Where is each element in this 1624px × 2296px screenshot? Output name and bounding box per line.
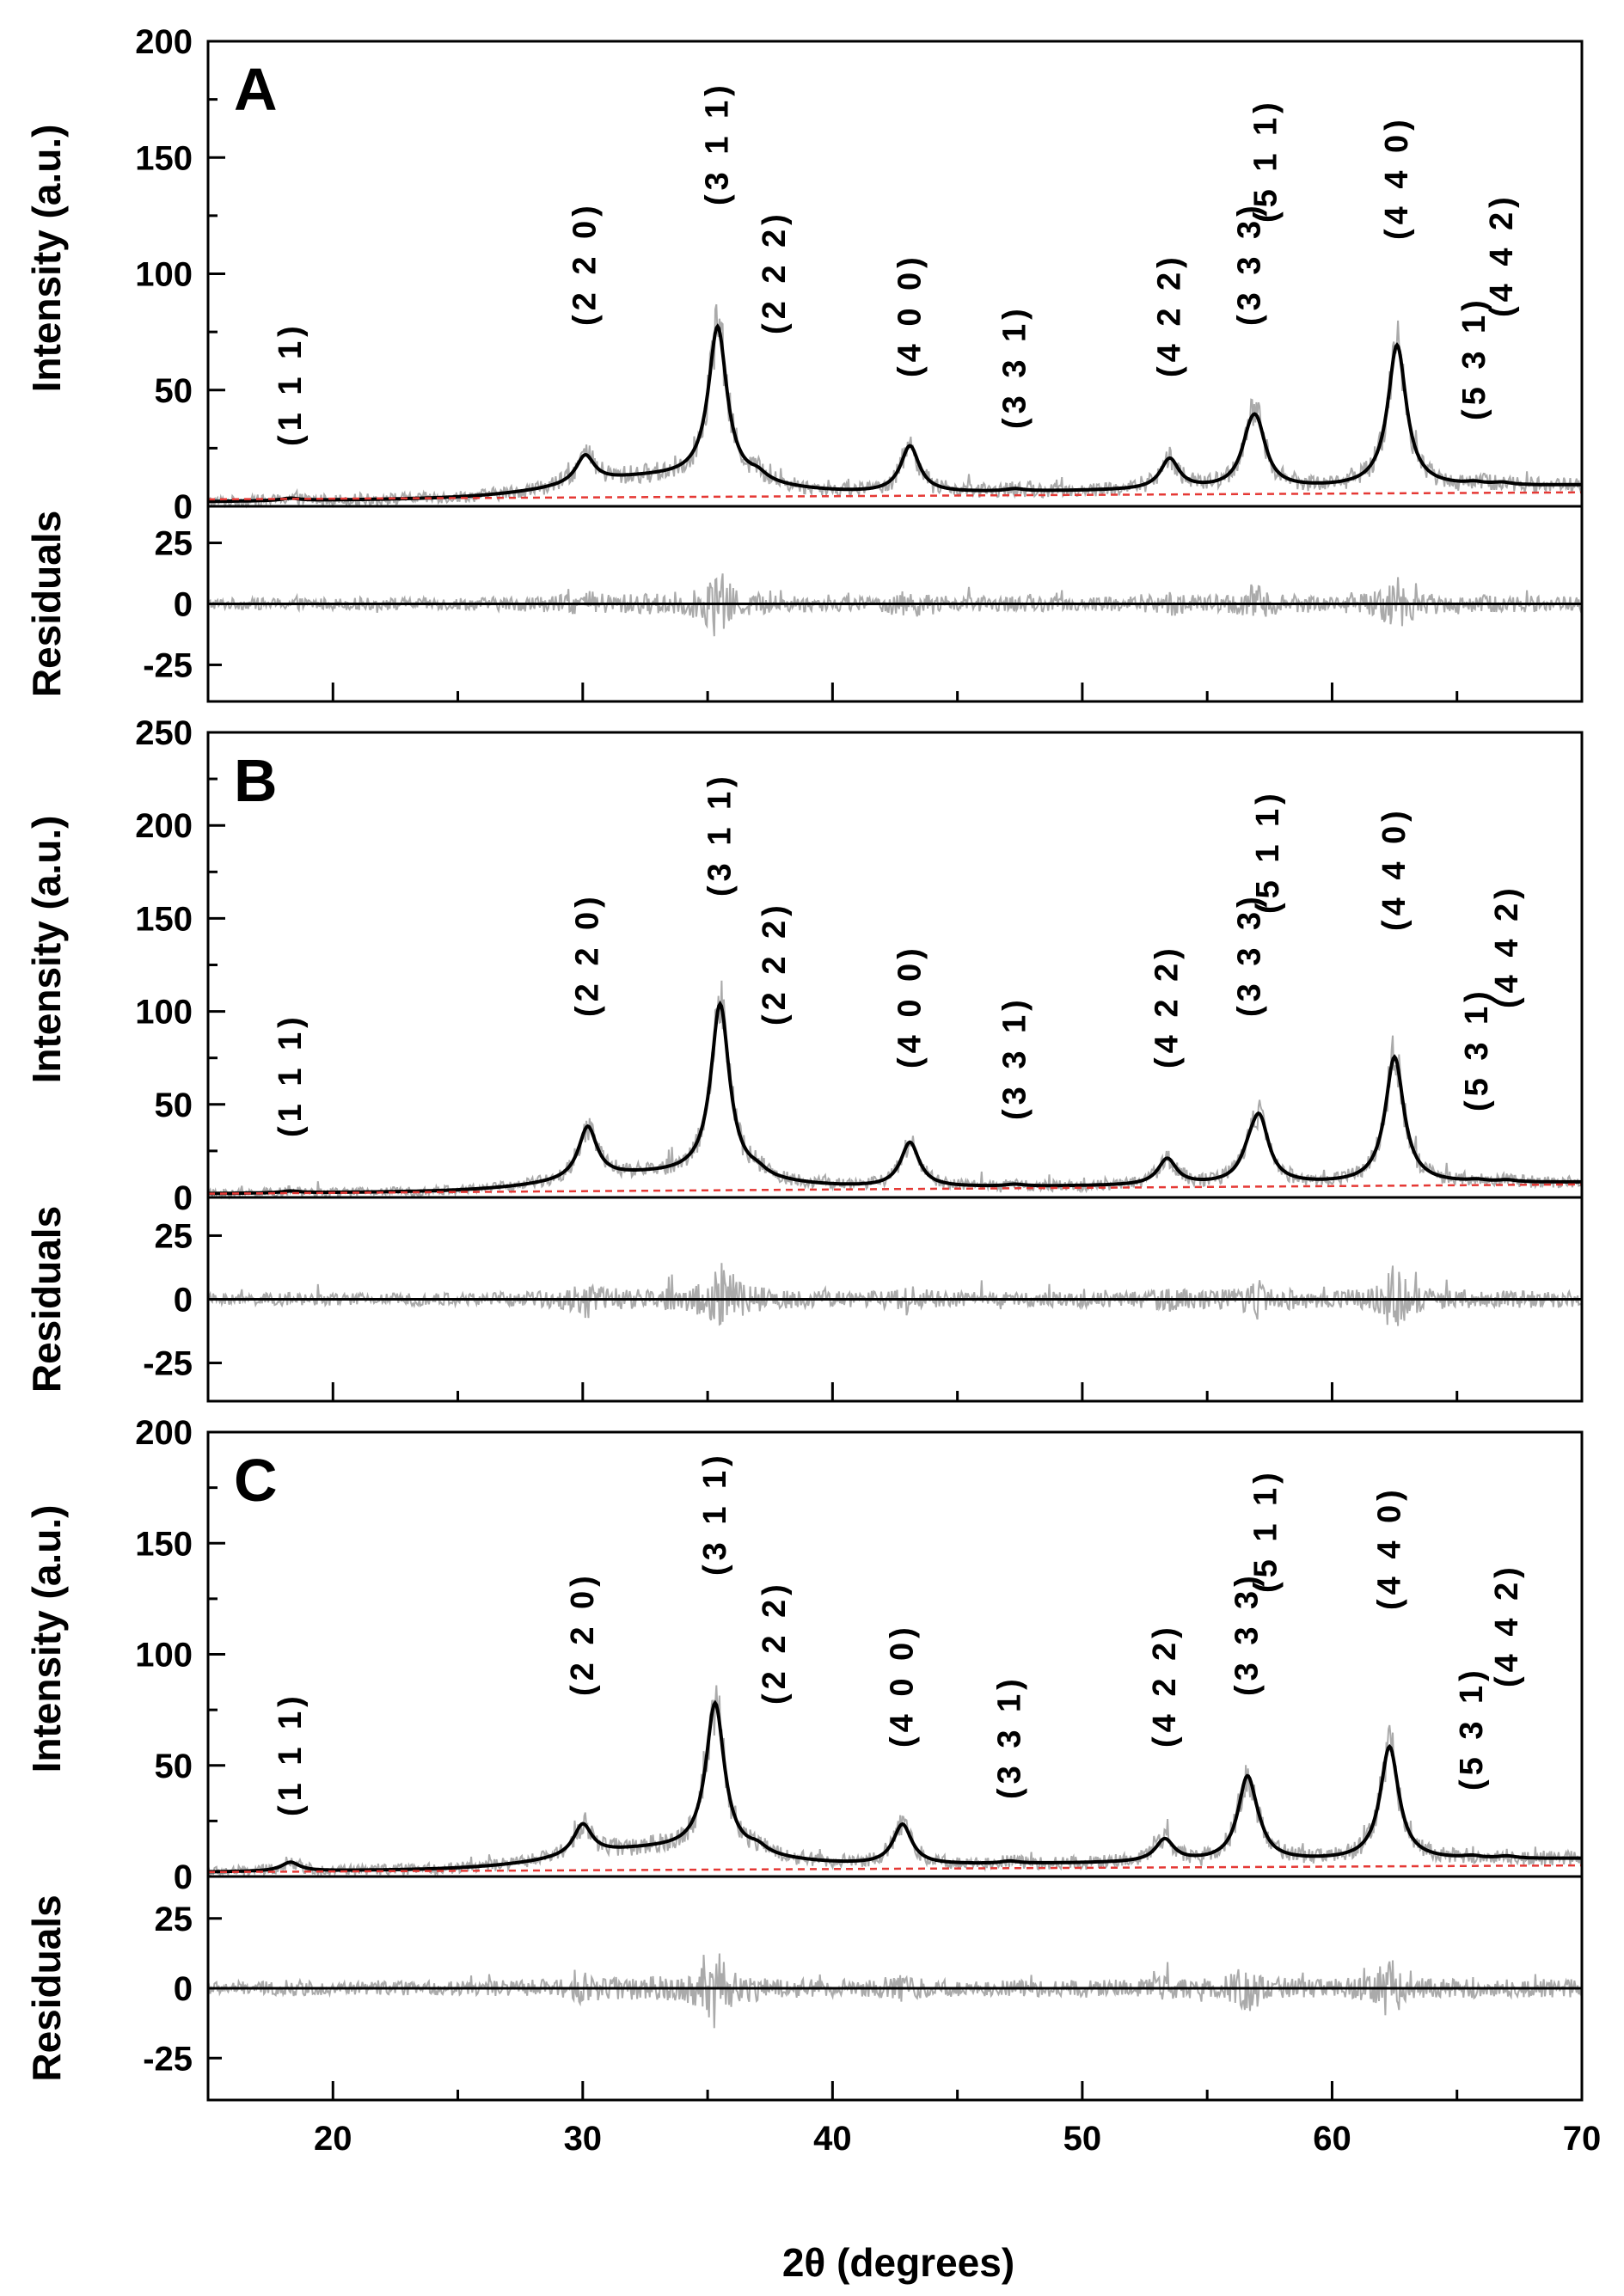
residuals-axis-title: Residuals — [24, 511, 69, 697]
peak-hkl-label: (4 0 0) — [892, 944, 928, 1068]
fit-curve-line — [208, 1699, 1582, 1874]
residual-y-tick-label: -25 — [143, 1345, 193, 1383]
y-axis-title: Intensity (a.u.) — [24, 816, 69, 1084]
y-tick-label: 0 — [174, 1858, 193, 1896]
observed-data-line — [207, 1685, 1583, 1878]
residual-y-tick-label: 25 — [155, 525, 193, 563]
panel-label: B — [234, 747, 278, 814]
peak-hkl-label: (2 2 2) — [757, 210, 793, 334]
y-tick-label: 50 — [155, 372, 193, 410]
fit-curve-line — [208, 1000, 1582, 1196]
peak-hkl-label: (5 1 1) — [1250, 789, 1286, 914]
background-line — [207, 1864, 1583, 1874]
y-tick-label: 250 — [135, 714, 193, 752]
residuals-axis-title: Residuals — [24, 1895, 69, 2081]
panel-c: 0 50 100 150 200 -25 0 25 Intensity (a.u.) Residu… — [24, 1414, 1584, 2102]
observed-data-line — [207, 980, 1583, 1201]
peak-hkl-label: (2 2 2) — [757, 1580, 793, 1705]
y-tick-label: 200 — [135, 23, 193, 61]
peak-hkl-label: (4 4 2) — [1489, 884, 1525, 1008]
peak-hkl-label: (1 1 1) — [273, 1013, 309, 1137]
peak-hkl-label: (1 1 1) — [273, 1692, 309, 1816]
y-tick-label: 50 — [155, 1087, 193, 1124]
x-axis-title: 2θ (degrees) — [782, 2240, 1014, 2285]
residuals-line — [207, 1953, 1583, 2029]
peak-hkl-label: (5 3 1) — [1454, 1666, 1490, 1791]
panel-label: C — [234, 1447, 278, 1514]
peak-hkl-label: (3 1 1) — [697, 1451, 733, 1576]
peak-hkl-label: (3 1 1) — [702, 772, 738, 897]
y-tick-label: 200 — [135, 807, 193, 845]
peak-hkl-label: (3 3 3) — [1232, 892, 1268, 1017]
peak-hkl-label: (4 4 2) — [1484, 193, 1520, 317]
peak-hkl-label: (4 4 2) — [1489, 1563, 1525, 1687]
residual-y-tick-label: -25 — [143, 646, 193, 684]
residual-y-tick-label: 25 — [155, 1217, 193, 1255]
peak-hkl-label: (3 3 1) — [996, 304, 1033, 429]
peak-hkl-label: (3 1 1) — [700, 81, 736, 205]
y-tick-label: 200 — [135, 1414, 193, 1452]
peak-hkl-label: (3 3 1) — [996, 995, 1033, 1120]
y-tick-label: 0 — [174, 488, 193, 526]
x-tick-label: 30 — [564, 2120, 603, 2158]
peak-hkl-label: (4 4 0) — [1376, 806, 1413, 931]
peak-hkl-label: (4 2 2) — [1152, 253, 1188, 377]
residual-y-tick-label: 0 — [174, 1970, 193, 2008]
y-tick-label: 150 — [135, 900, 193, 938]
y-axis-title: Intensity (a.u.) — [24, 125, 69, 393]
y-tick-label: 150 — [135, 1525, 193, 1563]
x-tick-label: 60 — [1313, 2120, 1351, 2158]
peak-hkl-label: (2 2 0) — [567, 201, 604, 326]
residual-y-tick-label: 25 — [155, 1901, 193, 1938]
y-tick-label: 50 — [155, 1748, 193, 1785]
peak-hkl-label: (5 3 1) — [1456, 296, 1492, 420]
residual-y-tick-label: -25 — [143, 2040, 193, 2078]
peak-hkl-label: (2 2 2) — [757, 901, 793, 1026]
peak-hkl-label: (4 2 2) — [1147, 1623, 1183, 1748]
peak-hkl-label: (5 1 1) — [1247, 1468, 1284, 1593]
x-tick-label: 40 — [813, 2120, 852, 2158]
y-tick-label: 0 — [174, 1179, 193, 1217]
background-line — [207, 1183, 1583, 1195]
peak-hkl-label: (2 2 0) — [570, 892, 606, 1017]
x-tick-label: 20 — [314, 2120, 352, 2158]
peak-hkl-label: (2 2 0) — [565, 1571, 601, 1696]
residual-y-tick-label: 0 — [174, 1282, 193, 1319]
x-tick-label: 50 — [1063, 2120, 1102, 2158]
y-tick-label: 150 — [135, 139, 193, 177]
peak-hkl-label: (4 4 0) — [1379, 115, 1415, 240]
peak-hkl-label: (4 0 0) — [892, 253, 928, 377]
peak-hkl-label: (3 3 1) — [992, 1675, 1028, 1799]
background-line — [207, 491, 1583, 501]
peak-hkl-label: (3 3 3) — [1229, 1571, 1265, 1696]
y-tick-label: 100 — [135, 1637, 193, 1675]
peak-hkl-label: (5 1 1) — [1247, 98, 1284, 223]
peak-hkl-label: (1 1 1) — [273, 321, 309, 446]
peak-hkl-label: (4 2 2) — [1149, 944, 1186, 1068]
residuals-line — [207, 1263, 1583, 1326]
y-tick-label: 100 — [135, 256, 193, 294]
residual-y-tick-label: 0 — [174, 586, 193, 624]
peak-hkl-label: (4 0 0) — [885, 1623, 921, 1748]
peak-hkl-label: (4 4 0) — [1371, 1485, 1407, 1610]
peak-hkl-label: (5 3 1) — [1459, 987, 1495, 1111]
y-axis-title: Intensity (a.u.) — [24, 1505, 69, 1773]
x-tick-label: 70 — [1563, 2120, 1602, 2158]
peak-hkl-label: (3 3 3) — [1232, 201, 1268, 326]
panel-label: A — [234, 56, 278, 123]
y-tick-label: 100 — [135, 994, 193, 1032]
residuals-axis-title: Residuals — [24, 1206, 69, 1393]
